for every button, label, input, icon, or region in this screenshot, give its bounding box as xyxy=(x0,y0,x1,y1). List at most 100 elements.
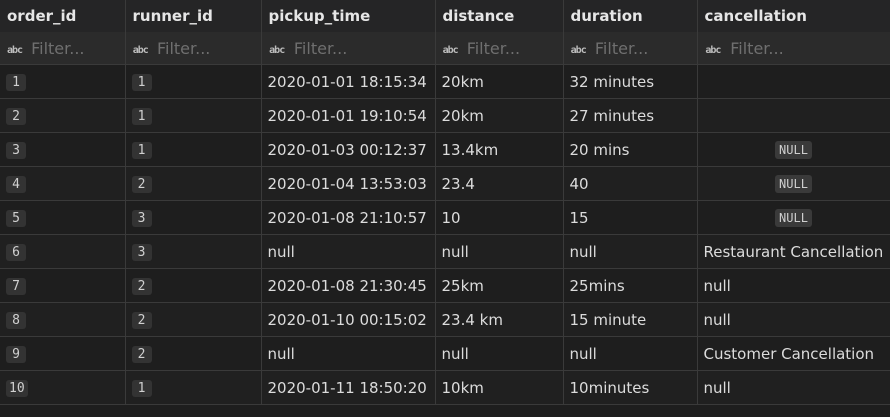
cell-duration[interactable]: 40 xyxy=(563,166,698,201)
cell-runner-id[interactable]: 3 xyxy=(125,200,262,235)
cell-distance[interactable]: 10 xyxy=(435,200,564,235)
cell-text: null xyxy=(569,344,597,363)
cell-cancellation[interactable]: Customer Cancellation xyxy=(697,336,890,371)
cell-cancellation[interactable]: null xyxy=(697,370,890,405)
filter-input-runner-id[interactable] xyxy=(156,38,255,58)
cell-order-id[interactable]: 10 xyxy=(0,370,126,405)
cell-runner-id[interactable]: 2 xyxy=(125,302,262,337)
numeric-value-badge: 2 xyxy=(131,278,152,295)
cell-order-id[interactable]: 2 xyxy=(0,98,126,133)
cell-runner-id[interactable]: 2 xyxy=(125,336,262,371)
cell-pickup-time[interactable]: 2020-01-03 00:12:37 xyxy=(261,132,436,167)
cell-distance[interactable]: 23.4 xyxy=(435,166,564,201)
cell-duration[interactable]: 20 mins xyxy=(563,132,698,167)
cell-duration[interactable]: 10minutes xyxy=(563,370,698,405)
cell-pickup-time[interactable]: 2020-01-01 18:15:34 xyxy=(261,64,436,99)
cell-order-id[interactable]: 3 xyxy=(0,132,126,167)
cell-order-id[interactable]: 7 xyxy=(0,268,126,303)
cell-duration[interactable]: 32 minutes xyxy=(563,64,698,99)
filter-input-duration[interactable] xyxy=(594,38,691,58)
filter-input-pickup-time[interactable] xyxy=(293,38,429,58)
table-row[interactable]: 2 1 2020-01-01 19:10:54 20km 27 minutes xyxy=(0,98,890,133)
table-row[interactable]: 1 1 2020-01-01 18:15:34 20km 32 minutes xyxy=(0,64,890,99)
cell-cancellation[interactable]: null xyxy=(697,268,890,303)
column-header-order-id[interactable]: order_id xyxy=(0,0,126,32)
cell-text: 2020-01-04 13:53:03 xyxy=(267,174,427,193)
cell-order-id[interactable]: 4 xyxy=(0,166,126,201)
cell-cancellation[interactable]: Restaurant Cancellation xyxy=(697,234,890,269)
filter-cell: abc xyxy=(125,32,262,65)
table-row[interactable]: 7 2 2020-01-08 21:30:45 25km 25mins null xyxy=(0,268,890,303)
cell-duration[interactable]: 27 minutes xyxy=(563,98,698,133)
cell-runner-id[interactable]: 2 xyxy=(125,166,262,201)
cell-runner-id[interactable]: 1 xyxy=(125,64,262,99)
filter-input-distance[interactable] xyxy=(466,38,557,58)
abc-text-icon: abc xyxy=(268,40,286,56)
cell-duration[interactable]: 15 xyxy=(563,200,698,235)
cell-text: 15 xyxy=(569,208,589,227)
cell-order-id[interactable]: 8 xyxy=(0,302,126,337)
cell-runner-id[interactable]: 3 xyxy=(125,234,262,269)
table-row[interactable]: 3 1 2020-01-03 00:12:37 13.4km 20 mins NULL xyxy=(0,132,890,167)
cell-distance[interactable]: 20km xyxy=(435,64,564,99)
filter-input-cancellation[interactable] xyxy=(730,38,884,58)
cell-duration[interactable]: 25mins xyxy=(563,268,698,303)
cell-distance[interactable]: 10km xyxy=(435,370,564,405)
column-header-cancellation[interactable]: cancellation xyxy=(697,0,890,32)
column-header-pickup-time[interactable]: pickup_time xyxy=(261,0,436,32)
cell-cancellation[interactable] xyxy=(697,98,890,133)
table-row[interactable]: 6 3 null null null Restaurant Cancellation xyxy=(0,234,890,269)
cell-order-id[interactable]: 9 xyxy=(0,336,126,371)
cell-distance[interactable]: null xyxy=(435,336,564,371)
cell-runner-id[interactable]: 1 xyxy=(125,132,262,167)
cell-pickup-time[interactable]: null xyxy=(261,234,436,269)
cell-order-id[interactable]: 5 xyxy=(0,200,126,235)
cell-text: 10 xyxy=(441,208,461,227)
cell-duration[interactable]: 15 minute xyxy=(563,302,698,337)
cell-distance[interactable]: null xyxy=(435,234,564,269)
cell-duration[interactable]: null xyxy=(563,234,698,269)
table-row[interactable]: 5 3 2020-01-08 21:10:57 10 15 NULL xyxy=(0,200,890,235)
cell-text: 25km xyxy=(441,276,484,295)
cell-cancellation[interactable] xyxy=(697,64,890,99)
cell-runner-id[interactable]: 1 xyxy=(125,98,262,133)
filter-input-order-id[interactable] xyxy=(31,38,119,58)
cell-pickup-time[interactable]: null xyxy=(261,336,436,371)
cell-distance[interactable]: 20km xyxy=(435,98,564,133)
cell-runner-id[interactable]: 2 xyxy=(125,268,262,303)
filter-row: abc abc abc abc abc abc xyxy=(0,32,890,65)
cell-cancellation[interactable]: NULL xyxy=(697,200,890,235)
table-row[interactable]: 4 2 2020-01-04 13:53:03 23.4 40 NULL xyxy=(0,166,890,201)
cell-text: 23.4 xyxy=(441,174,475,193)
numeric-value-badge: 2 xyxy=(131,346,152,363)
cell-cancellation[interactable]: null xyxy=(697,302,890,337)
cell-cancellation[interactable]: NULL xyxy=(697,166,890,201)
cell-distance[interactable]: 23.4 km xyxy=(435,302,564,337)
filter-cell: abc xyxy=(261,32,436,65)
table-row[interactable]: 9 2 null null null Customer Cancellation xyxy=(0,336,890,371)
cell-runner-id[interactable]: 1 xyxy=(125,370,262,405)
cell-pickup-time[interactable]: 2020-01-08 21:10:57 xyxy=(261,200,436,235)
cell-cancellation[interactable]: NULL xyxy=(697,132,890,167)
column-header-duration[interactable]: duration xyxy=(563,0,698,32)
cell-duration[interactable]: null xyxy=(563,336,698,371)
cell-text: null xyxy=(267,344,295,363)
column-header-runner-id[interactable]: runner_id xyxy=(125,0,262,32)
cell-pickup-time[interactable]: 2020-01-04 13:53:03 xyxy=(261,166,436,201)
column-header-distance[interactable]: distance xyxy=(435,0,564,32)
abc-text-icon: abc xyxy=(442,40,459,56)
numeric-value-badge: 8 xyxy=(6,312,26,329)
cell-pickup-time[interactable]: 2020-01-01 19:10:54 xyxy=(261,98,436,133)
abc-text-icon: abc xyxy=(6,40,23,56)
cell-text: null xyxy=(569,242,597,261)
cell-order-id[interactable]: 1 xyxy=(0,64,126,99)
cell-pickup-time[interactable]: 2020-01-10 00:15:02 xyxy=(261,302,436,337)
table-row[interactable]: 8 2 2020-01-10 00:15:02 23.4 km 15 minute nul… xyxy=(0,302,890,337)
cell-order-id[interactable]: 6 xyxy=(0,234,126,269)
cell-distance[interactable]: 13.4km xyxy=(435,132,564,167)
cell-pickup-time[interactable]: 2020-01-11 18:50:20 xyxy=(261,370,436,405)
table-row[interactable]: 10 1 2020-01-11 18:50:20 10km 10minutes null xyxy=(0,370,890,405)
cell-pickup-time[interactable]: 2020-01-08 21:30:45 xyxy=(261,268,436,303)
cell-distance[interactable]: 25km xyxy=(435,268,564,303)
filter-cell: abc xyxy=(0,32,126,65)
